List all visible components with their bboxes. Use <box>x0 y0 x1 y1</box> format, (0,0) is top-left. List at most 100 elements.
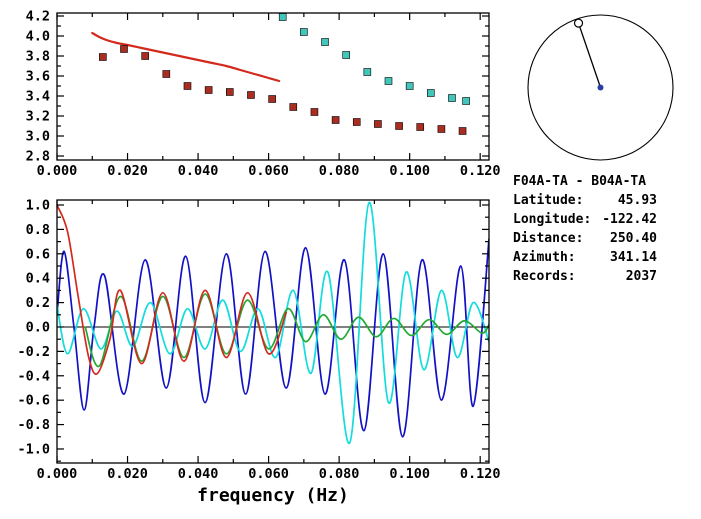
measured-velocity-squares <box>99 45 467 135</box>
waveform-cyan <box>57 201 489 444</box>
data-point-square <box>183 82 192 90</box>
x-axis-title: frequency (Hz) <box>197 485 349 506</box>
info-label: Distance: <box>513 231 584 246</box>
spectra-plot: 0.000 0.020 0.040 0.060 0.080 0.100 0.120 -1.0 -… <box>17 198 500 506</box>
data-point-square <box>204 86 213 94</box>
data-point-square <box>99 53 107 61</box>
data-point-square <box>162 70 171 78</box>
x-tick-label: 0.100 <box>389 163 430 179</box>
data-point-square <box>310 108 319 116</box>
y-tick-label: 3.0 <box>26 129 50 145</box>
x-tick-label: 0.000 <box>37 466 78 482</box>
reference-dispersion-curve <box>91 31 281 83</box>
dispersion-plot: 0.000 0.020 0.040 0.060 0.080 0.100 0.120 2.8 3.… <box>26 9 501 180</box>
y-tick-label: -0.8 <box>17 417 50 433</box>
y-tick-label: 0.8 <box>26 222 50 238</box>
data-point-square <box>374 120 382 128</box>
y-tick-label: 3.4 <box>26 89 50 105</box>
info-fields: Latitude: 45.93 Longitude: -122.42 Distance:… <box>513 191 657 286</box>
data-point-square <box>331 116 340 124</box>
waveform-dark-blue <box>57 238 489 438</box>
data-point-square <box>458 127 467 135</box>
info-value: 250.40 <box>610 231 657 246</box>
axes-box <box>56 199 490 464</box>
data-point-square <box>363 68 372 76</box>
y-tick-label: 0.4 <box>26 271 50 287</box>
y-tick-label: 0.0 <box>26 319 50 335</box>
station-center-dot <box>597 84 604 91</box>
spectra-series <box>57 201 489 444</box>
y-tick-label: 2.8 <box>26 149 50 165</box>
info-row: Longitude: -122.42 <box>513 210 657 229</box>
data-point-square <box>416 123 425 131</box>
azimuth-compass <box>527 14 674 161</box>
x-tick-label: 0.120 <box>460 466 501 482</box>
y-tick-label: -1.0 <box>17 441 50 457</box>
data-point-square <box>448 94 456 102</box>
info-value: -122.42 <box>602 212 657 227</box>
data-point-square <box>395 122 403 130</box>
axis-ticks <box>56 13 489 160</box>
x-tick-label: 0.060 <box>248 163 289 179</box>
y-tick-label: 3.6 <box>26 69 50 85</box>
info-value: 2037 <box>625 269 657 284</box>
x-tick-label: 0.040 <box>178 163 219 179</box>
data-point-square <box>321 38 329 46</box>
data-point-square <box>278 13 287 21</box>
data-point-square <box>352 118 361 126</box>
y-tick-label: 0.2 <box>26 295 50 311</box>
y-tick-label: -0.4 <box>17 368 50 384</box>
info-row: Distance: 250.40 <box>513 229 657 248</box>
data-point-square <box>300 28 308 36</box>
data-point-square <box>120 45 128 53</box>
data-point-square <box>247 91 255 99</box>
info-value: 341.14 <box>610 250 657 265</box>
info-label: Records: <box>513 269 576 284</box>
y-tick-label: -0.2 <box>17 344 50 360</box>
data-point-square <box>437 125 446 133</box>
waveform-red <box>57 204 288 375</box>
info-value: 45.93 <box>617 193 657 208</box>
y-tick-label: 0.6 <box>26 246 50 262</box>
station-pair-info: F04A-TA - B04A-TA Latitude: 45.93 Longitud… <box>513 172 657 286</box>
x-tick-label: 0.020 <box>107 466 148 482</box>
y-tick-label: 4.0 <box>26 29 50 45</box>
y-tick-label: 4.2 <box>26 9 50 25</box>
data-point-square <box>226 88 234 96</box>
y-tick-label: 3.2 <box>26 109 50 125</box>
x-tick-label: 0.000 <box>37 163 78 179</box>
axes-box <box>56 12 490 161</box>
data-point-square <box>462 97 470 105</box>
info-row: Latitude: 45.93 <box>513 191 657 210</box>
data-point-square <box>384 77 393 85</box>
info-label: Longitude: <box>513 212 592 227</box>
compass-circle <box>527 14 674 161</box>
info-row: Records: 2037 <box>513 267 657 286</box>
tick-labels: 0.000 0.020 0.040 0.060 0.080 0.100 0.120 2.8 3.… <box>26 9 501 180</box>
station-pair-title: F04A-TA - B04A-TA <box>513 174 647 189</box>
azimuth-needle <box>577 22 602 88</box>
data-point-square <box>141 52 149 60</box>
x-tick-label: 0.100 <box>389 466 430 482</box>
data-point-square <box>268 95 276 103</box>
x-tick-label: 0.020 <box>107 163 148 179</box>
x-tick-label: 0.120 <box>460 163 501 179</box>
second-branch-velocity-squares <box>278 13 470 105</box>
data-point-square <box>289 103 298 111</box>
info-row: Azimuth: 341.14 <box>513 248 657 267</box>
dispersion-series <box>91 13 470 135</box>
data-point-square <box>427 89 435 97</box>
y-tick-label: 3.8 <box>26 49 50 65</box>
info-label: Latitude: <box>513 193 584 208</box>
y-tick-label: -0.6 <box>17 393 50 409</box>
data-point-square <box>342 51 350 59</box>
x-tick-label: 0.080 <box>319 163 360 179</box>
data-point-square <box>405 82 414 90</box>
needle-end-marker <box>573 18 584 28</box>
x-tick-label: 0.080 <box>319 466 360 482</box>
tick-labels: 0.000 0.020 0.040 0.060 0.080 0.100 0.120 -1.0 -… <box>17 198 500 482</box>
y-tick-label: 1.0 <box>26 198 50 214</box>
axis-ticks <box>56 200 489 463</box>
